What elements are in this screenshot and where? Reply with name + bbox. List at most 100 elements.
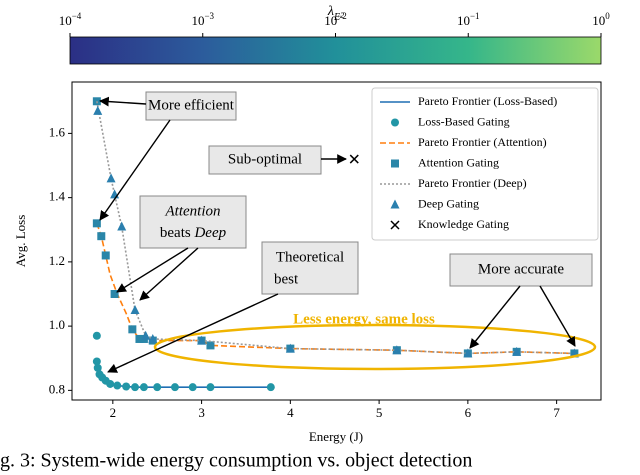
- annotation-box: [261, 241, 359, 295]
- y-axis-label: Avg. Loss: [13, 215, 28, 267]
- marker-triangle: [148, 333, 158, 343]
- marker-circle: [188, 383, 197, 392]
- y-tick-label: 1.2: [49, 253, 65, 268]
- marker-square: [391, 159, 399, 168]
- legend: Pareto Frontier (Loss-Based) Loss-Based G…: [371, 87, 599, 241]
- marker-triangle: [117, 221, 127, 231]
- annotation: More accurate: [449, 253, 593, 349]
- marker-square: [135, 334, 144, 343]
- caption: g. 3: System-wide energy consumption vs.…: [0, 450, 472, 472]
- tick-exponent: −2: [337, 11, 347, 21]
- arrow: [539, 285, 576, 347]
- colorbar-tick-label: 10−4: [59, 11, 82, 28]
- axes-frame: [71, 81, 602, 401]
- marker-circle: [122, 382, 131, 391]
- marker-triangle: [390, 199, 400, 209]
- marker-triangle: [130, 305, 140, 315]
- y-tick-label: 0.8: [49, 381, 65, 396]
- colorbar-ticks: 10−4 10−3 10−2 10−1 100: [59, 11, 610, 37]
- y-tick-label: 1.0: [49, 317, 65, 332]
- tick-base: 10: [457, 13, 470, 28]
- label-sub: E: [333, 12, 340, 23]
- annotation-text: beats Deep: [160, 225, 227, 241]
- arrow: [116, 247, 189, 293]
- marker-circle: [266, 383, 275, 392]
- y-tick-label: 1.6: [49, 124, 66, 139]
- arrow: [469, 285, 521, 349]
- annotation-box: [208, 145, 322, 175]
- marker-square: [206, 341, 215, 350]
- marker-x: [349, 154, 359, 164]
- marker-triangle: [392, 345, 402, 355]
- legend-label: Pareto Frontier (Attention): [418, 135, 547, 149]
- annotation-word: beats: [160, 225, 191, 241]
- tick-base: 10: [191, 13, 204, 28]
- annotation: More efficient: [99, 91, 237, 221]
- marker-circle: [131, 383, 140, 392]
- tick-exponent: 0: [605, 11, 610, 21]
- annotation-text: Sub-optimal: [228, 151, 302, 167]
- annotation-text: More efficient: [148, 97, 235, 113]
- x-tick-label: 4: [287, 405, 294, 420]
- legend-label: Attention Gating: [418, 155, 499, 169]
- marker-circle: [93, 363, 102, 372]
- marker-square: [97, 232, 106, 241]
- arrow: [139, 247, 199, 301]
- tick-base: 10: [592, 13, 605, 28]
- marker-square: [110, 290, 119, 298]
- marker-square: [92, 219, 101, 228]
- marker-circle: [170, 383, 179, 392]
- tick-exponent: −4: [72, 11, 82, 21]
- annotation-box: [145, 91, 237, 121]
- marker-triangle: [512, 346, 522, 356]
- colorbar-tick-label: 10−2: [324, 11, 347, 28]
- colorbar: [69, 36, 602, 65]
- annotation-word: Deep: [193, 225, 226, 241]
- marker-circle: [391, 118, 399, 127]
- x-axis-label: Energy (J): [309, 429, 363, 444]
- legend-label: Loss-Based Gating: [418, 114, 510, 128]
- legend-label: Pareto Frontier (Loss-Based): [418, 94, 557, 108]
- legend-label: Pareto Frontier (Deep): [418, 176, 527, 190]
- label-subsub: 2: [340, 11, 344, 20]
- x-tick-label: 7: [553, 405, 560, 420]
- tick-base: 10: [324, 13, 337, 28]
- annotation: Theoretical best: [107, 241, 359, 373]
- marker-circle: [113, 381, 122, 390]
- marker-x: [390, 220, 400, 230]
- marker-circle: [92, 331, 101, 340]
- annotation-text: Attention: [165, 203, 221, 219]
- marker-circle: [106, 379, 115, 388]
- marker-triangle: [285, 343, 295, 353]
- marker-circle: [139, 383, 148, 392]
- legend-label: Knowledge Gating: [418, 217, 509, 231]
- marker-square: [101, 251, 110, 260]
- tick-base: 10: [59, 13, 72, 28]
- marker-triangle: [141, 330, 151, 340]
- highlight-text: Less energy, same loss: [293, 311, 435, 327]
- x-tick-label: 2: [110, 405, 117, 420]
- annotation-text: Theoretical: [276, 249, 344, 265]
- annotation-text: More accurate: [478, 261, 565, 277]
- colorbar-tick-label: 10−1: [457, 11, 480, 28]
- annotation-box: [449, 253, 593, 287]
- tick-exponent: −3: [204, 11, 214, 21]
- marker-triangle: [106, 173, 116, 183]
- marker-circle: [92, 357, 101, 366]
- legend-label: Deep Gating: [418, 196, 479, 210]
- marker-circle: [206, 383, 215, 392]
- annotation: Sub-optimal: [208, 145, 347, 175]
- colorbar-tick-label: 10−3: [191, 11, 214, 28]
- y-tick-label: 1.4: [49, 189, 66, 204]
- marker-circle: [153, 383, 162, 392]
- x-tick-label: 3: [198, 405, 205, 420]
- annotation-box: [139, 195, 247, 249]
- marker-square: [128, 325, 137, 334]
- colorbar-label: λE2: [327, 4, 344, 23]
- arrow: [107, 293, 279, 373]
- annotation-text: best: [274, 271, 299, 287]
- marker-triangle: [93, 105, 103, 115]
- legend-frame: [371, 87, 599, 241]
- annotation: Attention beats Deep: [116, 195, 247, 301]
